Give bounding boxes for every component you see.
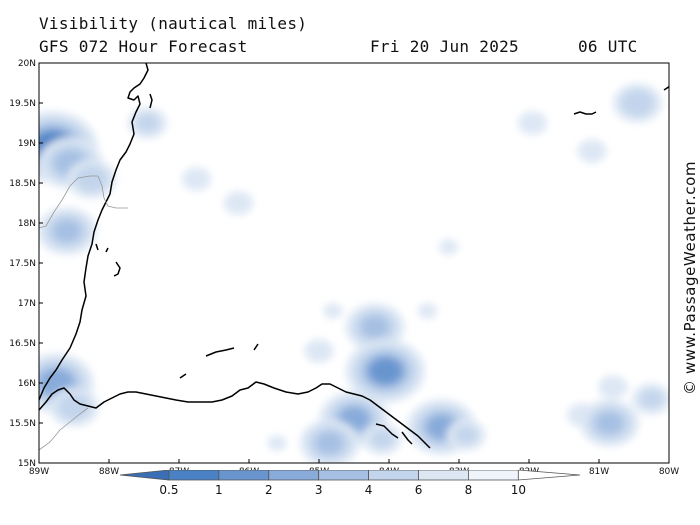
fog-patch <box>577 139 607 163</box>
colorbar-min-arrow <box>119 470 170 481</box>
lon-tick-label: 89W <box>29 467 49 477</box>
cayman-islands <box>573 85 669 115</box>
lat-tick-label: 16N <box>18 379 36 389</box>
lat-tick-label: 16.5N <box>9 339 36 349</box>
colorbar-label: 3 <box>315 483 323 497</box>
coastline-yucatan-belize-honduras <box>39 63 149 401</box>
colorbar-segment <box>218 470 270 481</box>
fog-patch <box>53 220 81 242</box>
colorbar-label: 0.5 <box>159 483 178 497</box>
credit-box: © www.PassageWeather.com <box>681 161 699 395</box>
fog-patch <box>370 429 394 449</box>
cozumel-and-cays <box>95 93 153 277</box>
forecast-time: 06 UTC <box>578 37 638 56</box>
lon-tick-label: 88W <box>99 467 119 477</box>
colorbar-label: 1 <box>215 483 223 497</box>
fog-patch <box>323 303 343 319</box>
fog-patch <box>596 412 623 434</box>
colorbar: 0.5 1 2 3 4 6 8 10 <box>119 470 581 497</box>
bay-islands <box>179 343 413 445</box>
fog-patch <box>640 389 663 409</box>
fog-patch <box>439 239 458 255</box>
fog-patch <box>518 111 547 135</box>
colorbar-label: 2 <box>265 483 273 497</box>
fog-patch <box>57 393 91 421</box>
fog-patch <box>267 435 287 451</box>
fog-patch <box>621 89 654 117</box>
borders <box>39 175 128 451</box>
colorbar-segment <box>168 470 220 481</box>
coastline <box>39 63 669 449</box>
lat-tick-label: 15N <box>18 459 36 469</box>
colorbar-segment <box>268 470 320 481</box>
border-mexico-guatemala <box>39 175 98 229</box>
colorbar-segment <box>368 470 419 481</box>
chart-title: Visibility (nautical miles) <box>39 14 308 33</box>
colorbar-segment <box>468 470 519 481</box>
border-guatemala-honduras <box>39 407 89 451</box>
fog-patch <box>75 165 108 193</box>
fog-patch <box>598 375 628 399</box>
fog-patch <box>224 191 253 215</box>
coastline-honduras-north <box>39 381 431 449</box>
fog-patch <box>136 113 159 133</box>
fog-patch <box>454 425 478 445</box>
credit-text: © www.PassageWeather.com <box>681 161 699 395</box>
lat-tick-label: 17N <box>18 299 36 309</box>
colorbar-segment <box>418 470 469 481</box>
border-belize-guatemala <box>97 175 128 209</box>
lon-tick-label: 81W <box>589 467 609 477</box>
fog-patch <box>182 167 211 191</box>
forecast-label: GFS 072 Hour Forecast <box>39 37 248 56</box>
colorbar-max-arrow <box>517 470 581 481</box>
fog-patch <box>361 316 389 338</box>
colorbar-label: 10 <box>511 483 526 497</box>
colorbar-label: 4 <box>365 483 373 497</box>
fog-patch <box>304 339 334 363</box>
lat-tick-label: 18.5N <box>9 179 36 189</box>
fog-patch <box>418 303 437 319</box>
colorbar-label: 8 <box>465 483 473 497</box>
lat-tick-label: 17.5N <box>9 259 36 269</box>
colorbar-segment <box>318 470 369 481</box>
lat-tick-label: 19N <box>18 139 36 149</box>
lon-tick-label: 80W <box>659 467 679 477</box>
fog-patch <box>370 358 401 384</box>
lat-tick-label: 15.5N <box>9 419 36 429</box>
colorbar-label: 6 <box>415 483 423 497</box>
lat-tick-label: 18N <box>18 219 36 229</box>
lat-tick-label: 20N <box>18 59 36 69</box>
forecast-date: Fri 20 Jun 2025 <box>370 37 519 56</box>
fog-patch <box>316 432 343 454</box>
lat-tick-label: 19.5N <box>9 99 36 109</box>
